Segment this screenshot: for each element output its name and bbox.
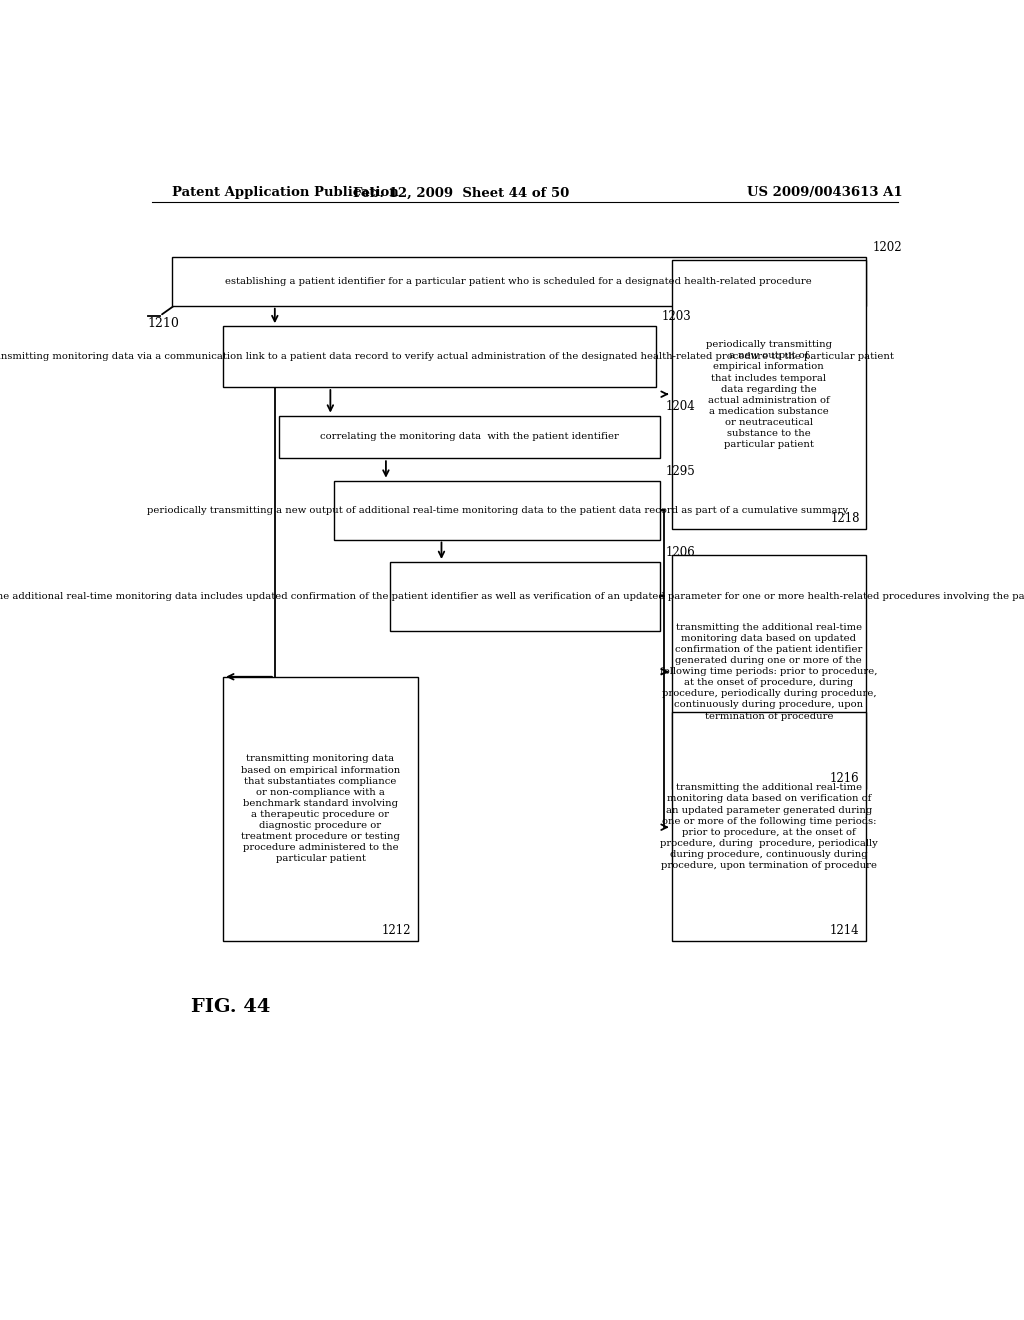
Text: periodically transmitting a new output of additional real-time monitoring data t: periodically transmitting a new output o… bbox=[146, 506, 848, 515]
Text: Patent Application Publication: Patent Application Publication bbox=[172, 186, 398, 199]
Text: 1295: 1295 bbox=[666, 465, 696, 478]
FancyBboxPatch shape bbox=[672, 713, 866, 941]
Text: correlating the monitoring data  with the patient identifier: correlating the monitoring data with the… bbox=[319, 433, 618, 441]
FancyBboxPatch shape bbox=[672, 554, 866, 788]
FancyBboxPatch shape bbox=[390, 562, 659, 631]
Text: US 2009/0043613 A1: US 2009/0043613 A1 bbox=[748, 186, 902, 199]
Text: periodically transmitting
a new output of
empirical information
that includes te: periodically transmitting a new output o… bbox=[706, 341, 831, 449]
Text: transmitting the additional real-time
monitoring data based on verification of
a: transmitting the additional real-time mo… bbox=[659, 783, 878, 870]
Text: 1218: 1218 bbox=[830, 512, 860, 525]
FancyBboxPatch shape bbox=[334, 480, 659, 540]
Text: wherein the additional real-time monitoring data includes updated confirmation o: wherein the additional real-time monitor… bbox=[0, 591, 1024, 601]
FancyBboxPatch shape bbox=[223, 677, 418, 941]
FancyBboxPatch shape bbox=[172, 257, 866, 306]
Text: transmitting the additional real-time
monitoring data based on updated
confirmat: transmitting the additional real-time mo… bbox=[660, 623, 878, 721]
Text: transmitting monitoring data
based on empirical information
that substantiates c: transmitting monitoring data based on em… bbox=[241, 755, 400, 863]
Text: transmitting monitoring data via a communication link to a patient data record t: transmitting monitoring data via a commu… bbox=[0, 352, 893, 362]
Text: 1203: 1203 bbox=[663, 310, 692, 323]
Text: establishing a patient identifier for a particular patient who is scheduled for : establishing a patient identifier for a … bbox=[225, 277, 812, 286]
Text: 1206: 1206 bbox=[666, 546, 696, 558]
FancyBboxPatch shape bbox=[672, 260, 866, 529]
Text: 1214: 1214 bbox=[830, 924, 860, 937]
Text: FIG. 44: FIG. 44 bbox=[191, 998, 271, 1016]
Text: 1210: 1210 bbox=[147, 317, 180, 330]
Text: 1212: 1212 bbox=[382, 924, 412, 937]
Text: 1202: 1202 bbox=[872, 242, 902, 253]
Text: 1216: 1216 bbox=[830, 771, 860, 784]
Text: Feb. 12, 2009  Sheet 44 of 50: Feb. 12, 2009 Sheet 44 of 50 bbox=[353, 186, 569, 199]
Text: 1204: 1204 bbox=[666, 400, 696, 412]
FancyBboxPatch shape bbox=[279, 416, 659, 458]
FancyBboxPatch shape bbox=[223, 326, 655, 387]
